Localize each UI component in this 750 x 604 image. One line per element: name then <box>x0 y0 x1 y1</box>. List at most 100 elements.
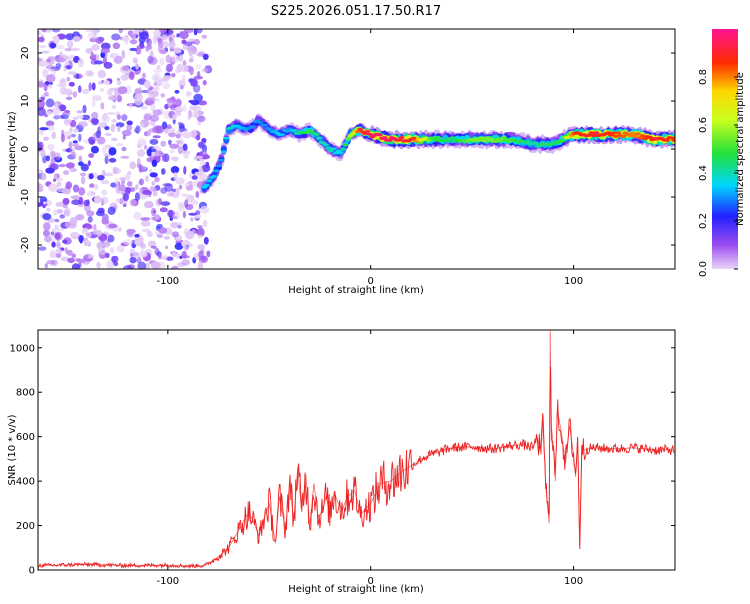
noise-blob <box>94 60 104 65</box>
noise-blob <box>85 70 94 77</box>
noise-blob <box>129 199 137 207</box>
noise-blob <box>139 29 144 33</box>
noise-blob <box>97 81 103 85</box>
ridge-blob-layer-4 <box>410 136 417 140</box>
noise-blob <box>65 181 73 189</box>
noise-blob <box>123 239 134 246</box>
noise-blob <box>178 124 185 133</box>
noise-blob <box>100 180 110 185</box>
noise-blob <box>119 176 127 181</box>
spectrogram-x-tick-label: 0 <box>368 276 374 287</box>
noise-blob <box>101 189 108 196</box>
noise-blob <box>181 259 190 266</box>
noise-blob <box>60 82 67 88</box>
noise-blob <box>96 261 101 269</box>
noise-blob <box>164 103 169 110</box>
noise-blob <box>181 39 187 45</box>
noise-blob <box>159 57 165 66</box>
noise-blob <box>189 217 194 222</box>
noise-blob <box>48 83 53 89</box>
noise-blob <box>66 96 73 101</box>
noise-blob <box>43 83 48 92</box>
noise-blob <box>56 44 65 50</box>
noise-blob <box>110 52 119 56</box>
noise-blob <box>196 29 203 34</box>
noise-blob <box>91 234 99 238</box>
ridge-blob-layer-4 <box>206 179 213 183</box>
noise-blob <box>134 184 139 190</box>
noise-blob <box>93 118 99 124</box>
noise-blob <box>194 155 204 159</box>
noise-blob <box>171 55 180 63</box>
noise-blob <box>101 115 111 123</box>
noise-blob <box>49 252 58 258</box>
ridge-blob-layer-4 <box>262 123 269 127</box>
noise-blob <box>59 51 63 56</box>
noise-blob <box>83 199 90 207</box>
noise-blob <box>122 65 130 71</box>
noise-blob <box>147 55 154 64</box>
noise-blob <box>111 119 117 123</box>
ridge-blob-layer-4 <box>481 139 488 143</box>
noise-blob <box>47 68 56 73</box>
noise-blob <box>45 111 52 116</box>
noise-blob <box>93 223 97 232</box>
noise-blob <box>126 228 136 234</box>
noise-blob <box>168 139 172 146</box>
noise-blob <box>150 207 157 217</box>
noise-blob <box>85 29 96 33</box>
noise-blob <box>75 73 80 80</box>
noise-blob <box>159 49 167 55</box>
noise-blob <box>180 64 189 73</box>
snr-x-tick-label: 0 <box>368 576 374 587</box>
noise-blob <box>63 66 67 72</box>
noise-blob <box>64 48 72 52</box>
noise-blob <box>126 124 133 131</box>
noise-blob <box>38 107 46 117</box>
noise-blob <box>101 218 109 225</box>
noise-blob <box>40 149 46 158</box>
spectrogram-ridge <box>201 113 675 193</box>
noise-blob <box>143 200 154 209</box>
noise-blob <box>116 80 122 86</box>
noise-blob <box>195 64 202 70</box>
noise-blob <box>149 148 157 153</box>
noise-blob <box>93 184 99 190</box>
noise-blob <box>41 29 47 33</box>
noise-blob <box>88 82 92 91</box>
noise-blob <box>68 81 75 87</box>
ridge-blob-layer-4 <box>337 151 344 155</box>
spectrogram-y-tick-label: -10 <box>20 189 31 205</box>
noise-blob <box>53 209 58 216</box>
noise-blob <box>165 256 174 261</box>
noise-blob <box>196 115 206 123</box>
noise-blob <box>92 95 102 102</box>
noise-blob <box>70 195 81 200</box>
noise-blob <box>194 171 202 176</box>
noise-blob <box>40 96 46 101</box>
noise-blob <box>144 130 151 137</box>
noise-blob <box>87 160 91 167</box>
noise-blob <box>168 40 176 50</box>
noise-blob <box>39 45 47 49</box>
ridge-blob-layer-4 <box>610 131 617 135</box>
noise-blob <box>178 205 185 212</box>
noise-blob <box>178 53 184 62</box>
noise-blob <box>56 177 64 182</box>
snr-y-tick-label: 0 <box>29 566 35 577</box>
noise-blob <box>121 129 132 137</box>
noise-blob <box>116 114 121 120</box>
ridge-blob-layer-4 <box>663 138 670 142</box>
noise-blob <box>104 133 112 136</box>
noise-blob <box>54 231 63 241</box>
noise-blob <box>93 195 102 204</box>
noise-blob <box>78 155 83 162</box>
ridge-blob-layer-4 <box>330 147 337 151</box>
noise-blob <box>55 248 63 255</box>
noise-blob <box>154 176 160 183</box>
noise-blob <box>65 61 70 66</box>
noise-blob <box>200 255 207 262</box>
noise-blob <box>118 227 122 232</box>
